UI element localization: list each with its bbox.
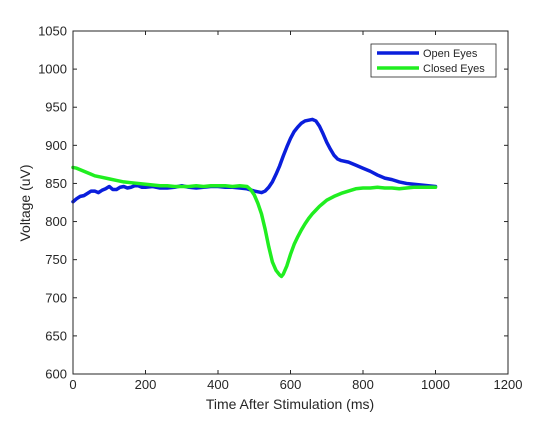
y-tick-label: 1000 [38,62,67,77]
x-tick-label: 200 [135,377,157,392]
y-tick-label: 700 [45,290,67,305]
y-tick-label: 800 [45,214,67,229]
series-line-1 [71,117,438,204]
y-tick-label: 750 [45,252,67,267]
series-line-2 [71,165,438,279]
y-axis-label: Voltage (uV) [17,164,33,241]
legend-label-2: Closed Eyes [423,63,485,75]
x-tick-label: 1000 [421,377,450,392]
legend-box [370,43,497,78]
x-tick-label: 1200 [494,377,523,392]
x-tick-label: 600 [280,377,302,392]
y-tick-label: 850 [45,176,67,191]
legend-label-1: Open Eyes [423,48,478,60]
legend: Open Eyes Closed Eyes [370,43,497,78]
x-tick-label: 800 [352,377,374,392]
y-tick-label: 1050 [38,24,67,39]
y-tick-label: 950 [45,100,67,115]
plot-area [73,31,508,374]
y-tick-label: 600 [45,367,67,382]
x-tick-label: 0 [69,377,76,392]
x-tick-label: 400 [207,377,229,392]
y-tick-label: 650 [45,328,67,343]
x-axis-label: Time After Stimulation (ms) [206,396,374,412]
y-tick-label: 900 [45,138,67,153]
